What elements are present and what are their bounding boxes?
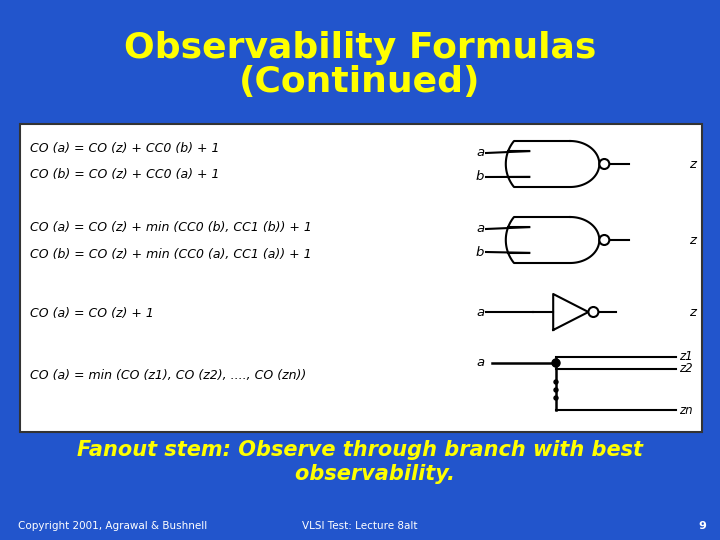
Text: b: b <box>476 246 485 259</box>
Circle shape <box>554 388 558 392</box>
Text: a: a <box>476 356 484 369</box>
Text: z: z <box>689 233 696 246</box>
Text: a: a <box>476 306 484 319</box>
Text: CO (b) = CO (z) + min (CC0 (a), CC1 (a)) + 1: CO (b) = CO (z) + min (CC0 (a), CC1 (a))… <box>30 248 312 261</box>
Text: Observability Formulas: Observability Formulas <box>124 31 596 65</box>
Text: a: a <box>476 222 484 235</box>
Polygon shape <box>506 141 599 187</box>
Circle shape <box>552 359 560 367</box>
Circle shape <box>554 396 558 400</box>
Text: zn: zn <box>679 403 693 416</box>
Polygon shape <box>553 294 588 330</box>
Text: (Continued): (Continued) <box>239 65 481 99</box>
Text: CO (a) = CO (z) + 1: CO (a) = CO (z) + 1 <box>30 307 154 320</box>
Text: z1: z1 <box>679 350 693 363</box>
Text: Copyright 2001, Agrawal & Bushnell: Copyright 2001, Agrawal & Bushnell <box>18 521 207 531</box>
Text: a: a <box>476 146 484 159</box>
Text: CO (a) = min (CO (z1), CO (z2), ...., CO (zn)): CO (a) = min (CO (z1), CO (z2), ...., CO… <box>30 368 306 382</box>
Circle shape <box>599 159 609 169</box>
Polygon shape <box>506 217 599 263</box>
Text: Fanout stem: Observe through branch with best
    observability.: Fanout stem: Observe through branch with… <box>77 441 643 484</box>
Bar <box>20 124 702 432</box>
Text: 9: 9 <box>698 521 706 531</box>
Text: CO (b) = CO (z) + CC0 (a) + 1: CO (b) = CO (z) + CC0 (a) + 1 <box>30 168 220 181</box>
Text: b: b <box>476 171 485 184</box>
Circle shape <box>599 235 609 245</box>
Circle shape <box>588 307 598 317</box>
Text: z2: z2 <box>679 362 693 375</box>
Text: CO (a) = CO (z) + min (CC0 (b), CC1 (b)) + 1: CO (a) = CO (z) + min (CC0 (b), CC1 (b))… <box>30 221 312 234</box>
Text: VLSI Test: Lecture 8alt: VLSI Test: Lecture 8alt <box>302 521 418 531</box>
Text: z: z <box>689 306 696 319</box>
Circle shape <box>554 380 558 384</box>
Text: z: z <box>689 158 696 171</box>
Text: CO (a) = CO (z) + CC0 (b) + 1: CO (a) = CO (z) + CC0 (b) + 1 <box>30 142 220 155</box>
